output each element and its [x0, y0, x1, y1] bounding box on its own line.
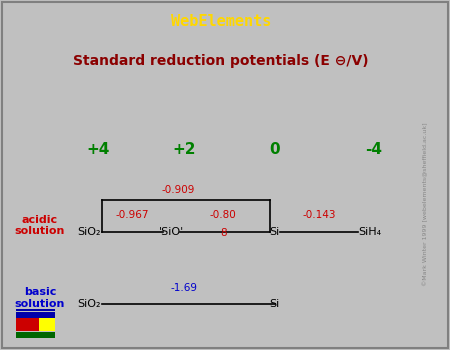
Text: Si: Si [270, 300, 280, 309]
Text: Si: Si [270, 227, 280, 237]
Text: -4: -4 [365, 142, 382, 157]
Text: Standard reduction potentials (E ⊖/V): Standard reduction potentials (E ⊖/V) [73, 54, 369, 68]
Text: 8: 8 [220, 229, 226, 238]
Bar [40, 318, 55, 331]
Text: acidic
solution: acidic solution [15, 215, 65, 237]
Text: 'SiO': 'SiO' [159, 227, 184, 237]
Text: basic
solution: basic solution [15, 287, 65, 309]
Text: +4: +4 [86, 142, 110, 157]
Text: -0.909: -0.909 [161, 184, 194, 195]
Bar [16, 309, 55, 311]
Text: +2: +2 [172, 142, 196, 157]
Bar [16, 332, 55, 338]
Text: SiO₂: SiO₂ [78, 300, 101, 309]
Text: WebElements: WebElements [171, 14, 271, 28]
Bar [16, 318, 40, 331]
Text: -0.967: -0.967 [116, 210, 149, 220]
Text: -0.143: -0.143 [302, 210, 336, 220]
Text: -1.69: -1.69 [171, 283, 198, 293]
Text: -0.80: -0.80 [210, 210, 237, 220]
Bar [16, 312, 55, 318]
Text: SiO₂: SiO₂ [78, 227, 101, 237]
Text: SiH₄: SiH₄ [358, 227, 381, 237]
Text: ©Mark Winter 1999 [webelements@sheffield.ac.uk]: ©Mark Winter 1999 [webelements@sheffield… [423, 122, 428, 286]
Text: 0: 0 [270, 142, 280, 157]
